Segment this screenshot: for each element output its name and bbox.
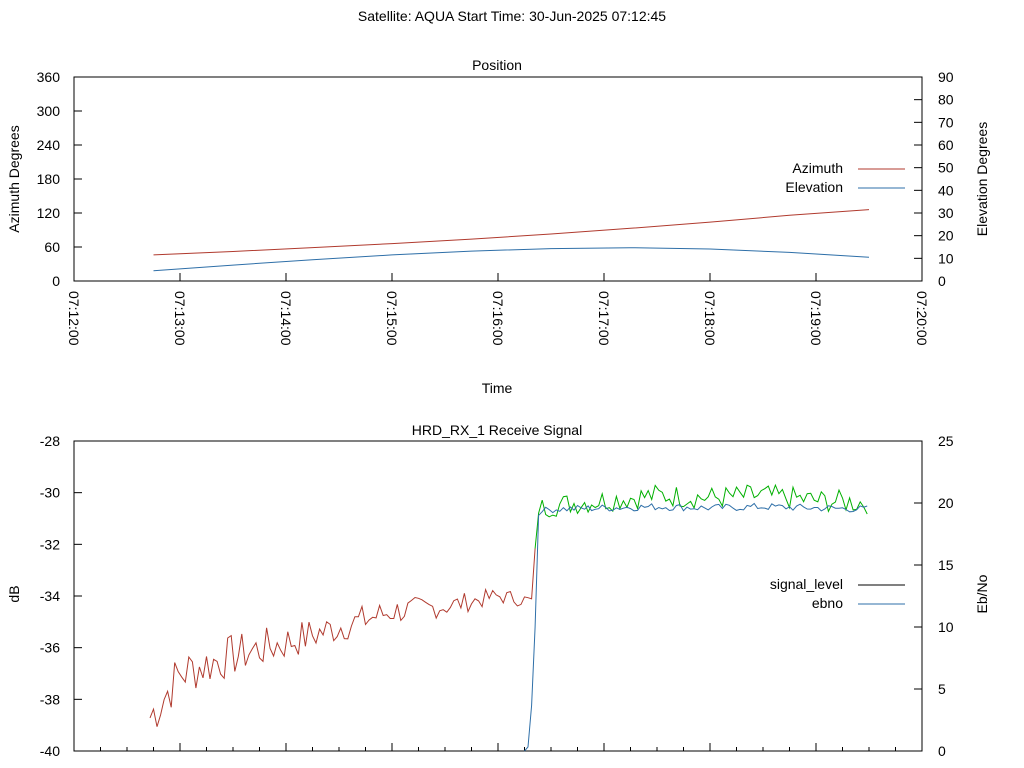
- db-tick-label: -36: [40, 640, 60, 656]
- db-tick-label: -32: [40, 536, 60, 552]
- time-tick-label: 07:19:00: [808, 291, 824, 346]
- time-axis-label: Time: [482, 380, 513, 396]
- db-tick-label: -34: [40, 588, 60, 604]
- azimuth-tick-label: 300: [37, 103, 61, 119]
- legend-ebno-label: ebno: [812, 595, 843, 611]
- elevation-tick-label: 20: [938, 228, 954, 244]
- legend-signal-level-label: signal_level: [770, 576, 843, 592]
- time-tick-label: 07:14:00: [278, 291, 294, 346]
- db-axis-label: dB: [6, 585, 22, 602]
- ebno-tick-label: 15: [938, 557, 954, 573]
- ebno-axis-label: Eb/No: [974, 574, 990, 613]
- time-tick-label: 07:12:00: [66, 291, 82, 346]
- db-tick-label: -38: [40, 691, 60, 707]
- azimuth-tick-label: 0: [52, 273, 60, 289]
- ebno-tick-label: 5: [938, 681, 946, 697]
- time-tick-label: 07:13:00: [172, 291, 188, 346]
- db-tick-label: -30: [40, 485, 60, 501]
- ebno-tick-label: 10: [938, 619, 954, 635]
- azimuth-tick-label: 360: [37, 69, 61, 85]
- azimuth-tick-label: 180: [37, 171, 61, 187]
- azimuth-series-line: [153, 209, 870, 256]
- ebno-tick-label: 20: [938, 495, 954, 511]
- elevation-tick-label: 70: [938, 114, 954, 130]
- elevation-tick-label: 90: [938, 69, 954, 85]
- elevation-tick-label: 30: [938, 205, 954, 221]
- figure-title: Satellite: AQUA Start Time: 30-Jun-2025 …: [357, 8, 667, 24]
- time-tick-label: 07:15:00: [384, 291, 400, 346]
- elevation-tick-label: 40: [938, 182, 954, 198]
- signal-level-locked-series-line: [534, 483, 868, 549]
- elevation-series-line: [153, 247, 870, 272]
- legend-azimuth-label: Azimuth: [792, 160, 843, 176]
- elevation-tick-label: 10: [938, 250, 954, 266]
- position-panel: Position 0 60 120 180 240 300 360 0 10 20 30 40 50 6…: [6, 57, 990, 396]
- ebno-tick-label: 0: [938, 743, 946, 759]
- time-tick-label: 07:18:00: [702, 291, 718, 346]
- elevation-tick-label: 80: [938, 92, 954, 108]
- azimuth-tick-label: 240: [37, 137, 61, 153]
- elevation-tick-label: 0: [938, 273, 946, 289]
- azimuth-axis-label: Azimuth Degrees: [6, 125, 22, 232]
- time-tick-label: 07:17:00: [596, 291, 612, 346]
- legend-elevation-label: Elevation: [785, 179, 843, 195]
- time-tick-label: 07:16:00: [490, 291, 506, 346]
- time-tick-label: 07:20:00: [914, 291, 930, 346]
- position-title: Position: [472, 57, 522, 73]
- signal-title: HRD_RX_1 Receive Signal: [412, 422, 582, 438]
- azimuth-tick-label: 60: [44, 239, 60, 255]
- signal-level-series-line: [149, 548, 536, 727]
- signal-panel: HRD_RX_1 Receive Signal -40 -38 -36 -34 -32 -…: [6, 422, 990, 759]
- signal-legend: signal_level ebno: [770, 576, 905, 611]
- elevation-axis-label: Elevation Degrees: [974, 122, 990, 236]
- elevation-tick-label: 60: [938, 137, 954, 153]
- ebno-series-line: [524, 502, 868, 752]
- elevation-tick-label: 50: [938, 160, 954, 176]
- azimuth-tick-label: 120: [37, 205, 61, 221]
- ebno-tick-label: 25: [938, 433, 954, 449]
- db-tick-label: -28: [40, 433, 60, 449]
- db-tick-label: -40: [40, 743, 60, 759]
- position-legend: Azimuth Elevation: [785, 160, 905, 195]
